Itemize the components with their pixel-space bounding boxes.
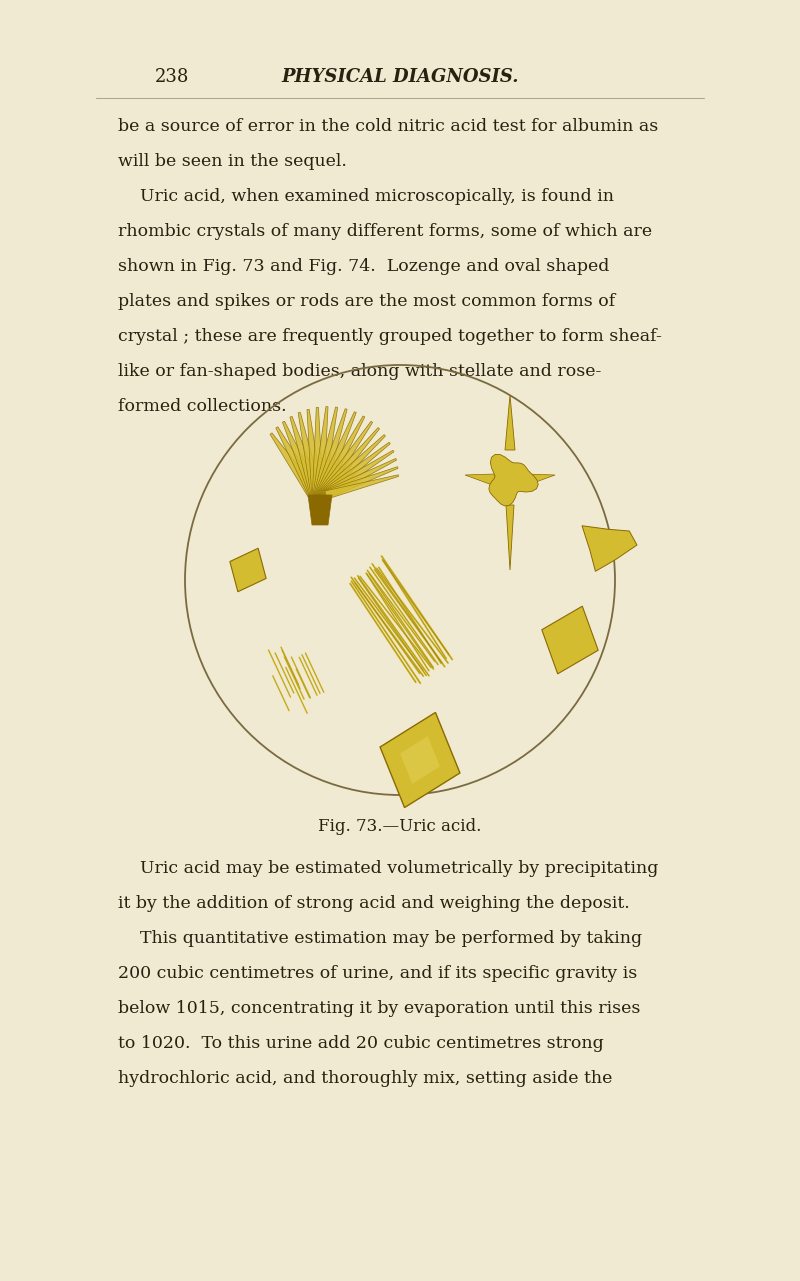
Text: Uric acid, when examined microscopically, is found in: Uric acid, when examined microscopically… xyxy=(118,188,614,205)
Polygon shape xyxy=(316,411,356,497)
Polygon shape xyxy=(282,421,321,497)
Text: shown in Fig. 73 and Fig. 74.  Lozenge and oval shaped: shown in Fig. 73 and Fig. 74. Lozenge an… xyxy=(118,257,610,275)
Polygon shape xyxy=(506,505,514,570)
Polygon shape xyxy=(308,494,332,525)
Polygon shape xyxy=(465,474,495,485)
Polygon shape xyxy=(270,433,319,498)
Text: 200 cubic centimetres of urine, and if its specific gravity is: 200 cubic centimetres of urine, and if i… xyxy=(118,965,638,983)
Polygon shape xyxy=(230,548,266,592)
Text: it by the addition of strong acid and weighing the deposit.: it by the addition of strong acid and we… xyxy=(118,895,630,912)
Polygon shape xyxy=(313,406,328,496)
Polygon shape xyxy=(322,450,394,498)
Polygon shape xyxy=(319,434,386,498)
Text: formed collections.: formed collections. xyxy=(118,398,286,415)
Polygon shape xyxy=(525,474,555,485)
Text: Uric acid may be estimated volumetrically by precipitating: Uric acid may be estimated volumetricall… xyxy=(118,860,658,877)
Text: below 1015, concentrating it by evaporation until this rises: below 1015, concentrating it by evaporat… xyxy=(118,1000,640,1017)
Polygon shape xyxy=(324,466,398,500)
Text: hydrochloric acid, and thoroughly mix, setting aside the: hydrochloric acid, and thoroughly mix, s… xyxy=(118,1070,612,1088)
Polygon shape xyxy=(317,416,365,497)
Polygon shape xyxy=(318,428,379,498)
Text: like or fan-shaped bodies, along with stellate and rose-: like or fan-shaped bodies, along with st… xyxy=(118,363,602,380)
Polygon shape xyxy=(582,525,637,571)
Text: 238: 238 xyxy=(155,68,190,86)
Text: rhombic crystals of many different forms, some of which are: rhombic crystals of many different forms… xyxy=(118,223,652,240)
Polygon shape xyxy=(312,407,323,494)
Polygon shape xyxy=(318,421,373,498)
Polygon shape xyxy=(314,409,347,497)
Polygon shape xyxy=(322,459,397,498)
Text: will be seen in the sequel.: will be seen in the sequel. xyxy=(118,152,347,170)
Text: crystal ; these are frequently grouped together to form sheaf-: crystal ; these are frequently grouped t… xyxy=(118,328,662,345)
Text: PHYSICAL DIAGNOSIS.: PHYSICAL DIAGNOSIS. xyxy=(282,68,518,86)
Polygon shape xyxy=(380,712,460,807)
Polygon shape xyxy=(276,427,320,498)
Polygon shape xyxy=(298,412,322,496)
Polygon shape xyxy=(400,737,440,784)
Polygon shape xyxy=(542,606,598,674)
Polygon shape xyxy=(314,407,338,496)
Text: Fig. 73.—Uric acid.: Fig. 73.—Uric acid. xyxy=(318,819,482,835)
Polygon shape xyxy=(505,395,515,450)
Text: be a source of error in the cold nitric acid test for albumin as: be a source of error in the cold nitric … xyxy=(118,118,658,135)
Text: plates and spikes or rods are the most common forms of: plates and spikes or rods are the most c… xyxy=(118,293,615,310)
Polygon shape xyxy=(489,455,538,506)
Polygon shape xyxy=(307,410,322,496)
Polygon shape xyxy=(290,416,322,497)
Polygon shape xyxy=(321,442,390,498)
Polygon shape xyxy=(325,475,398,500)
Text: This quantitative estimation may be performed by taking: This quantitative estimation may be perf… xyxy=(118,930,642,947)
Text: to 1020.  To this urine add 20 cubic centimetres strong: to 1020. To this urine add 20 cubic cent… xyxy=(118,1035,604,1052)
